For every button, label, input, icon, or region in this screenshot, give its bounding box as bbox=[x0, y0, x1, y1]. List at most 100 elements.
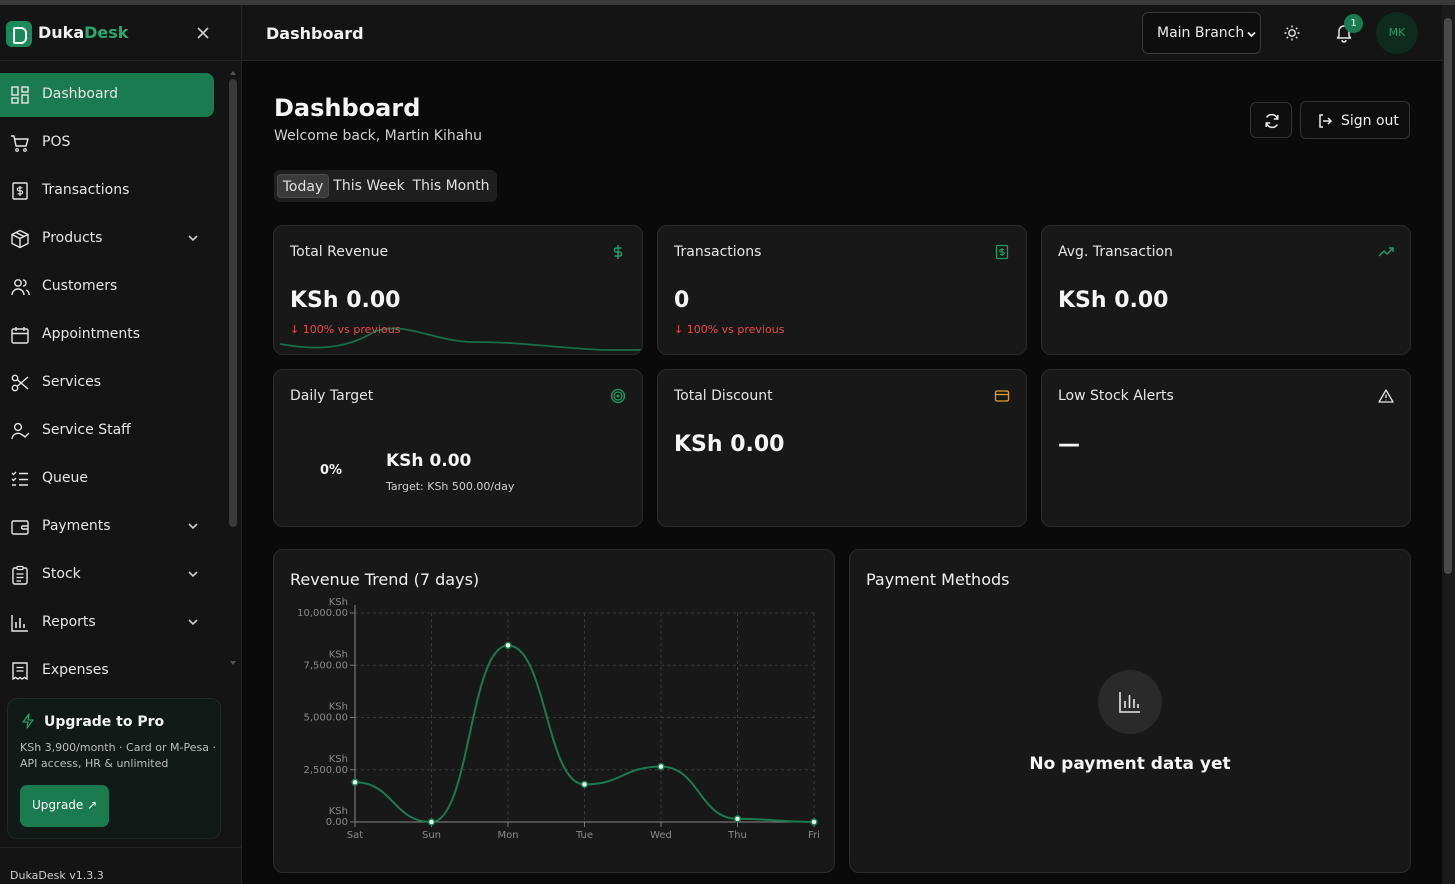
daily-target-card[interactable]: Daily Target 0% KSh 0.00 Target: KSh 500… bbox=[273, 369, 643, 527]
card-title: Low Stock Alerts bbox=[1058, 388, 1174, 404]
tab-this-month[interactable]: This Month bbox=[412, 178, 490, 194]
chevron-down-icon bbox=[1247, 31, 1256, 38]
sidebar-item-label: Reports bbox=[42, 614, 96, 630]
sidebar-scrollbar[interactable] bbox=[228, 67, 238, 669]
sidebar-item-label: Expenses bbox=[42, 662, 109, 678]
trending-up-icon bbox=[1378, 247, 1394, 257]
receipt-dollar-icon bbox=[995, 244, 1009, 260]
dollar-icon bbox=[613, 245, 623, 259]
chevron-down-icon[interactable] bbox=[186, 567, 200, 581]
sign-out-label: Sign out bbox=[1341, 113, 1399, 129]
transactions-delta: ↓ 100% vs previous bbox=[674, 323, 785, 336]
sidebar-item-dashboard[interactable]: Dashboard bbox=[0, 73, 214, 117]
page-title: Dashboard bbox=[274, 94, 421, 122]
revenue-trend-card: Revenue Trend (7 days) KSh 0.00 KSh 2,500.0… bbox=[273, 549, 835, 873]
refresh-icon bbox=[1265, 113, 1279, 129]
sidebar-item-transactions[interactable]: Transactions bbox=[0, 169, 214, 213]
sign-out-button[interactable]: Sign out bbox=[1300, 101, 1410, 139]
sidebar-item-expenses[interactable]: Expenses bbox=[0, 649, 214, 691]
revenue-sparkline bbox=[279, 327, 642, 351]
refresh-button[interactable] bbox=[1250, 102, 1292, 138]
total-revenue-card[interactable]: Total Revenue KSh 0.00 ↓ 100% vs previou… bbox=[273, 225, 643, 355]
avg-transaction-card[interactable]: Avg. Transaction KSh 0.00 bbox=[1041, 225, 1411, 355]
sidebar-item-pos[interactable]: POS bbox=[0, 121, 214, 165]
daily-target-value: KSh 0.00 bbox=[386, 451, 472, 471]
y-tick-label: 10,000.00 bbox=[297, 608, 348, 619]
sidebar-item-payments[interactable]: Payments bbox=[0, 505, 214, 549]
daily-target-ring bbox=[302, 442, 358, 498]
y-tick-label: KSh bbox=[329, 754, 348, 765]
sidebar-item-queue[interactable]: Queue bbox=[0, 457, 214, 501]
y-tick-label: KSh bbox=[329, 702, 348, 713]
sidebar-item-appointments[interactable]: Appointments bbox=[0, 313, 214, 357]
upgrade-panel: Upgrade to Pro KSh 3,900/month · Card or… bbox=[7, 698, 221, 839]
welcome-text: Welcome back, Martin Kihahu bbox=[274, 128, 483, 144]
avatar[interactable]: MK bbox=[1376, 12, 1418, 54]
avg-transaction-value: KSh 0.00 bbox=[1058, 288, 1169, 313]
y-tick-label: KSh bbox=[329, 806, 348, 817]
topbar-title: Dashboard bbox=[266, 24, 364, 43]
sidebar-item-stock[interactable]: Stock bbox=[0, 553, 214, 597]
receipt-icon bbox=[12, 662, 28, 681]
chevron-down-icon[interactable] bbox=[186, 231, 200, 245]
revenue-trend-chart[interactable]: KSh0.00KSh2,500.00KSh5,000.00KSh7,500.00… bbox=[274, 550, 835, 873]
sidebar-item-label: Products bbox=[42, 230, 103, 246]
chart-title: Payment Methods bbox=[866, 570, 1010, 589]
tab-today[interactable]: Today bbox=[277, 174, 329, 198]
list-checks-icon bbox=[11, 471, 28, 486]
sidebar-item-reports[interactable]: Reports bbox=[0, 601, 214, 645]
x-tick-label: Sun bbox=[422, 830, 441, 841]
bar-chart-icon bbox=[11, 615, 28, 632]
scissors-icon bbox=[11, 374, 29, 392]
window-top-strip bbox=[0, 0, 1455, 5]
log-out-icon bbox=[1319, 114, 1333, 128]
x-tick-label: Mon bbox=[497, 830, 518, 841]
cart-icon bbox=[11, 135, 29, 152]
close-sidebar-button[interactable] bbox=[194, 24, 212, 42]
y-tick-label: 5,000.00 bbox=[303, 713, 348, 724]
total-discount-card[interactable]: Total Discount KSh 0.00 bbox=[657, 369, 1027, 527]
bar-chart-icon bbox=[1119, 692, 1140, 713]
sun-icon[interactable] bbox=[1282, 23, 1302, 43]
revenue-data-point bbox=[580, 780, 589, 789]
branch-select[interactable]: Main Branch bbox=[1142, 12, 1261, 54]
daily-target-goal: Target: KSh 500.00/day bbox=[386, 480, 515, 493]
revenue-data-point bbox=[427, 818, 436, 826]
low-stock-value: — bbox=[1058, 432, 1080, 457]
chevron-down-icon[interactable] bbox=[186, 615, 200, 629]
brand-name[interactable]: DukaDesk bbox=[38, 23, 128, 42]
revenue-data-point bbox=[810, 818, 818, 826]
zap-icon bbox=[22, 713, 34, 729]
revenue-data-point bbox=[657, 762, 665, 771]
target-icon bbox=[610, 388, 626, 404]
sidebar-item-label: Dashboard bbox=[42, 86, 118, 102]
credit-card-icon bbox=[994, 390, 1010, 402]
sidebar-item-label: POS bbox=[42, 134, 71, 150]
low-stock-card[interactable]: Low Stock Alerts — bbox=[1041, 369, 1411, 527]
payment-methods-card: Payment Methods No payment data yet bbox=[849, 549, 1411, 873]
chevron-down-icon[interactable] bbox=[186, 519, 200, 533]
upgrade-button[interactable]: Upgrade ↗ bbox=[20, 785, 109, 827]
card-title: Daily Target bbox=[290, 388, 374, 404]
x-tick-label: Fri bbox=[808, 830, 820, 841]
sidebar-item-services[interactable]: Services bbox=[0, 361, 214, 405]
transactions-value: 0 bbox=[674, 288, 690, 313]
revenue-data-point bbox=[504, 641, 512, 650]
scroll-arrows-icon bbox=[230, 71, 236, 665]
card-title: Avg. Transaction bbox=[1058, 244, 1173, 260]
sidebar-scrollbar-thumb[interactable] bbox=[229, 79, 237, 527]
revenue-data-point bbox=[351, 778, 359, 787]
users-icon bbox=[11, 279, 30, 296]
sidebar-item-products[interactable]: Products bbox=[0, 217, 214, 261]
receipt-dollar-icon bbox=[12, 182, 28, 200]
user-check-icon bbox=[11, 422, 30, 440]
sidebar-item-service-staff[interactable]: Service Staff bbox=[0, 409, 214, 453]
main-scrollbar-thumb[interactable] bbox=[1444, 18, 1452, 574]
transactions-card[interactable]: Transactions 0 ↓ 100% vs previous bbox=[657, 225, 1027, 355]
card-title: Total Revenue bbox=[290, 244, 389, 260]
brand-header: DukaDesk bbox=[0, 5, 241, 61]
sidebar-item-customers[interactable]: Customers bbox=[0, 265, 214, 309]
app-version: DukaDesk v1.3.3 bbox=[10, 869, 104, 882]
tab-this-week[interactable]: This Week bbox=[333, 178, 405, 194]
total-revenue-value: KSh 0.00 bbox=[290, 288, 401, 313]
